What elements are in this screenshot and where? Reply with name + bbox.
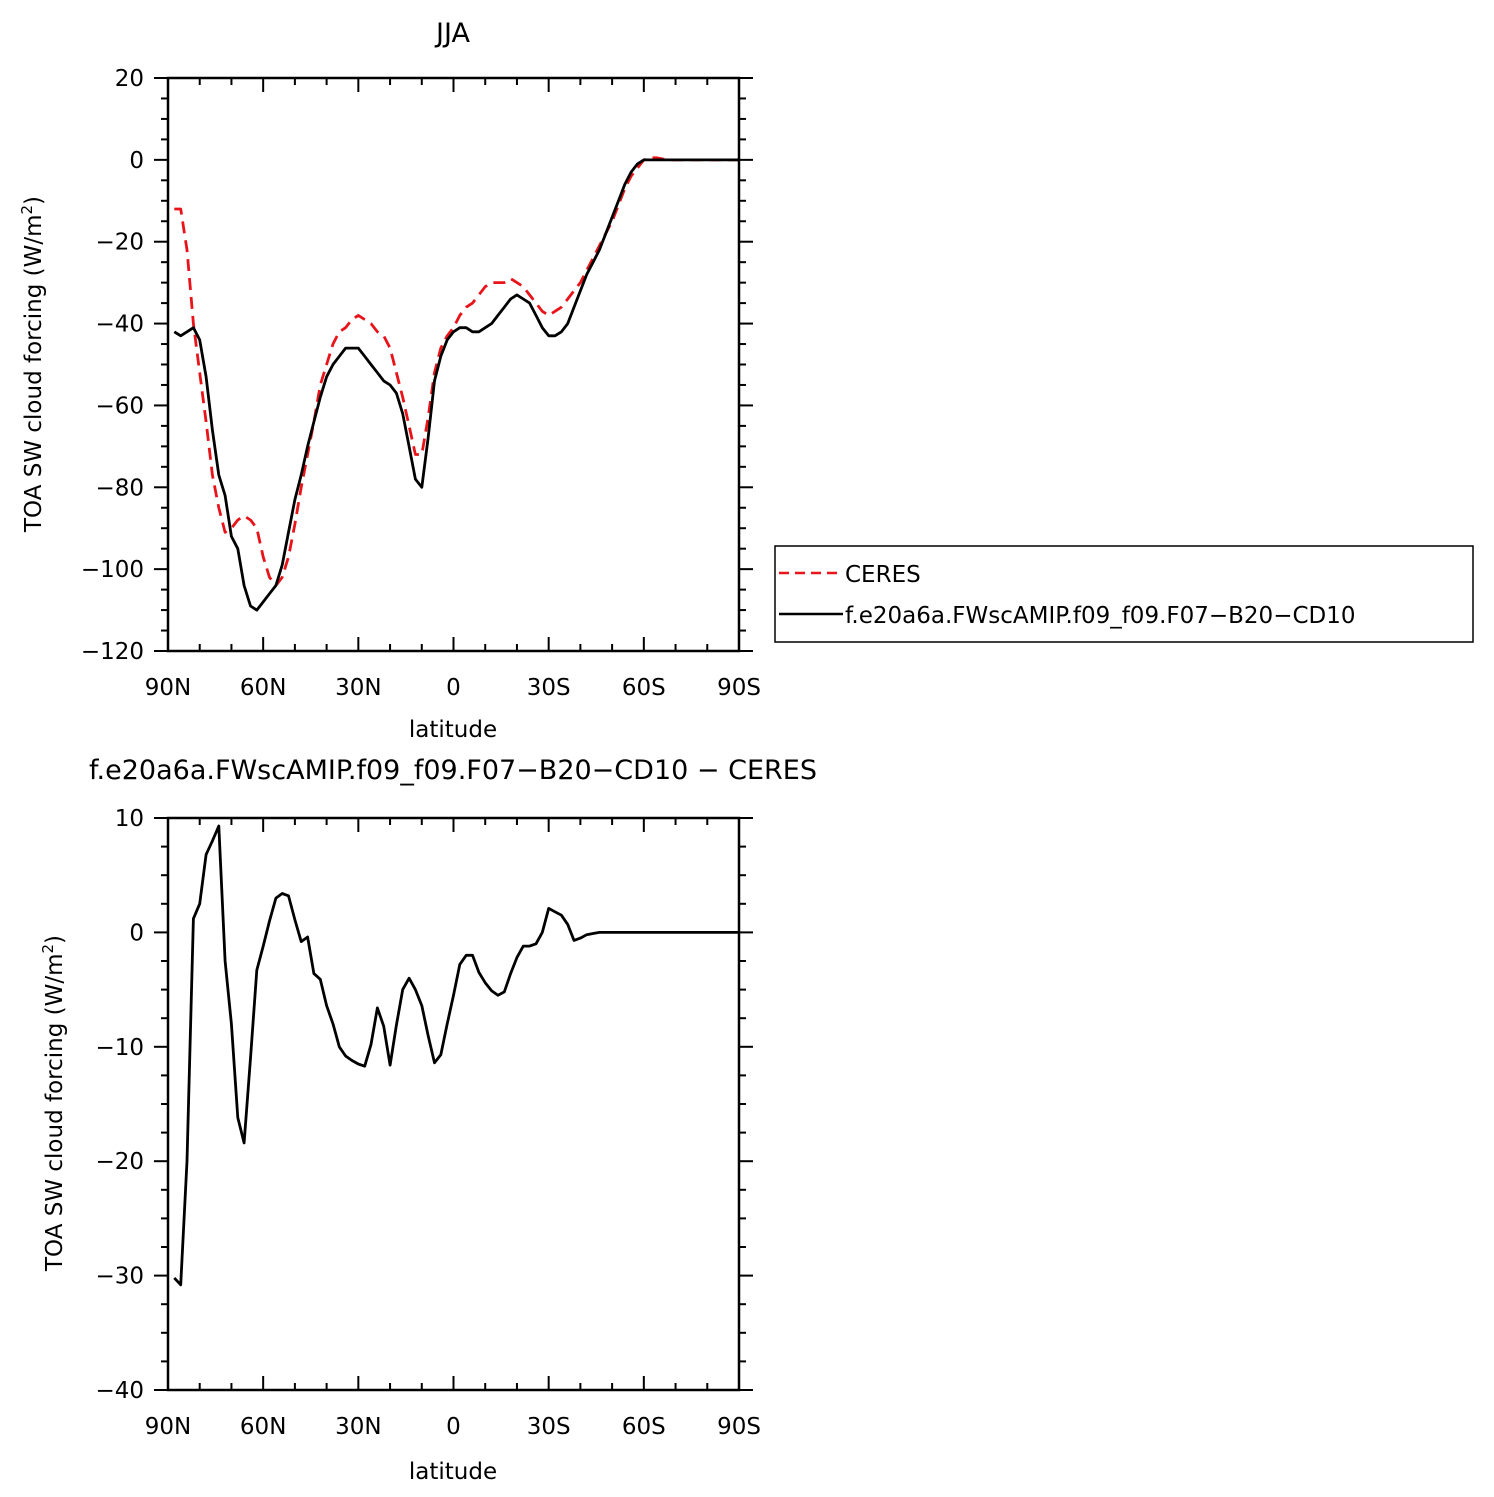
bottom-chart-marks: 90N 60N 30N 0 30S 60S 90S −40 −30 −20 −10 0 10 [95,806,760,1440]
x-tick-label: 30S [527,675,571,701]
x-tick-label: 0 [446,1414,461,1440]
y-tick-label: −20 [95,1149,144,1175]
legend-box [774,545,1474,643]
bottom-x-axis-label: latitude [409,1459,497,1485]
top-panel: JJA 90N 60N 30N 0 30S 60S 90S −120 −100 −80 −60 −40… [18,18,761,743]
x-tick-label: 90S [717,675,761,701]
x-tick-label: 30N [335,675,381,701]
y-tick-label: −10 [95,1035,144,1061]
y-tick-label: −120 [81,639,144,665]
top-chart-marks: 90N 60N 30N 0 30S 60S 90S −120 −100 −80 −60 −40 −20 0… [81,66,761,701]
x-tick-label: 90N [145,675,191,701]
y-tick-label: −60 [95,393,144,419]
difference-series-line [173,824,739,1287]
x-tick-label: 90N [145,1414,191,1440]
ceres-series-line [174,156,739,587]
y-tick-label: −100 [81,557,144,583]
x-tick-label: 60S [622,675,666,701]
legend-label-model: f.e20a6a.FWscAMIP.f09_f09.F07−B20−CD10 [845,603,1356,629]
y-tick-label: −30 [95,1264,144,1290]
top-chart-title: JJA [434,18,470,49]
x-tick-label: 60S [622,1414,666,1440]
top-x-axis-label: latitude [409,717,497,743]
y-tick-label: −80 [95,475,144,501]
y-tick-label: −40 [95,1378,144,1404]
y-tick-label: 20 [115,66,144,92]
legend-label-ceres: CERES [845,562,921,588]
legend: CERES f.e20a6a.FWscAMIP.f09_f09.F07−B20−… [774,545,1474,643]
top-plot-frame [166,76,741,653]
bottom-plot-frame [166,816,741,1392]
y-tick-label: −40 [95,312,144,338]
x-tick-label: 30N [335,1414,381,1440]
bottom-panel: f.e20a6a.FWscAMIP.f09_f09.F07−B20−CD10 −… [39,755,817,1485]
y-tick-label: 0 [129,148,144,174]
model-series-line [173,158,739,612]
y-tick-label: 10 [115,806,144,832]
x-tick-label: 60N [240,675,286,701]
y-tick-label: −20 [95,230,144,256]
top-y-axis-label: TOA SW cloud forcing (W/m2) [18,196,47,533]
bottom-y-axis-label: TOA SW cloud forcing (W/m2) [39,935,68,1272]
x-tick-label: 60N [240,1414,286,1440]
x-tick-label: 90S [717,1414,761,1440]
x-tick-label: 30S [527,1414,571,1440]
bottom-chart-title: f.e20a6a.FWscAMIP.f09_f09.F07−B20−CD10 −… [89,755,817,786]
y-tick-label: 0 [129,920,144,946]
x-tick-label: 0 [446,675,461,701]
